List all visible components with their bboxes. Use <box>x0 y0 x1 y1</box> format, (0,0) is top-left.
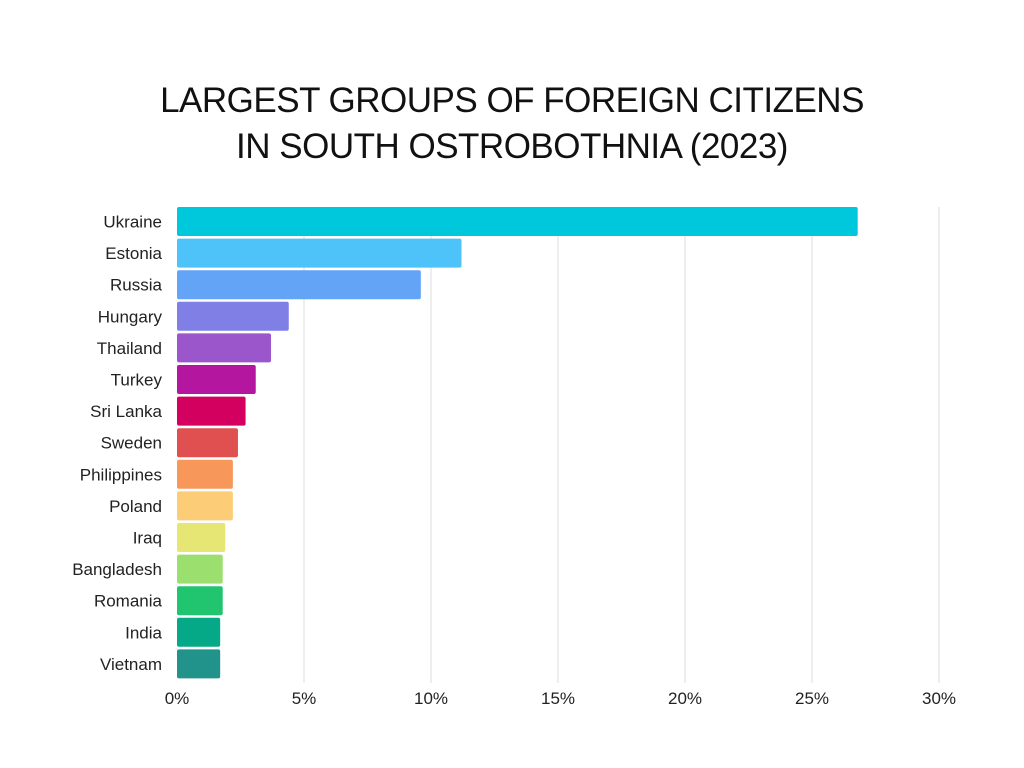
category-label: Russia <box>110 276 163 295</box>
chart-title: LARGEST GROUPS OF FOREIGN CITIZENS IN SO… <box>0 78 1024 170</box>
category-labels: Ukraine Estonia Russia Hungary Thailand Turke… <box>72 213 162 674</box>
bar-bangladesh <box>177 554 223 584</box>
x-tick-label: 20% <box>668 689 702 708</box>
category-label: Hungary <box>98 307 163 326</box>
x-tick-label: 30% <box>922 689 956 708</box>
x-tick-label: 10% <box>414 689 448 708</box>
category-label: Thailand <box>97 339 162 358</box>
x-tick-label: 0% <box>165 689 190 708</box>
bar-ukraine <box>177 207 858 236</box>
chart-title-line-2: IN SOUTH OSTROBOTHNIA (2023) <box>236 127 788 166</box>
category-label: Iraq <box>133 529 162 548</box>
bar-sri-lanka <box>177 396 246 426</box>
category-label: Estonia <box>105 244 162 263</box>
category-label: Romania <box>94 592 163 611</box>
bar-russia <box>177 270 421 300</box>
bar-turkey <box>177 365 256 394</box>
bars <box>177 207 858 679</box>
bar-philippines <box>177 459 233 489</box>
bar-hungary <box>177 301 289 331</box>
category-label: Ukraine <box>103 213 162 232</box>
bar-poland <box>177 491 233 521</box>
x-axis-ticks: 0% 5% 10% 15% 20% 25% 30% <box>165 689 956 708</box>
category-label: Sweden <box>101 434 162 453</box>
bar-iraq <box>177 523 226 552</box>
x-tick-label: 25% <box>795 689 829 708</box>
bar-vietnam <box>177 649 221 679</box>
chart-title-line-1: LARGEST GROUPS OF FOREIGN CITIZENS <box>160 81 864 120</box>
category-label: Philippines <box>80 465 162 484</box>
category-label: Vietnam <box>100 655 162 674</box>
category-label: Sri Lanka <box>90 402 162 421</box>
bar-romania <box>177 586 223 616</box>
category-label: India <box>125 623 162 642</box>
bar-india <box>177 617 221 647</box>
category-label: Poland <box>109 497 162 516</box>
bar-sweden <box>177 428 238 458</box>
x-tick-label: 5% <box>292 689 317 708</box>
bar-thailand <box>177 333 271 363</box>
category-label: Turkey <box>111 371 163 390</box>
bar-estonia <box>177 238 462 268</box>
category-label: Bangladesh <box>72 560 162 579</box>
x-tick-label: 15% <box>541 689 575 708</box>
